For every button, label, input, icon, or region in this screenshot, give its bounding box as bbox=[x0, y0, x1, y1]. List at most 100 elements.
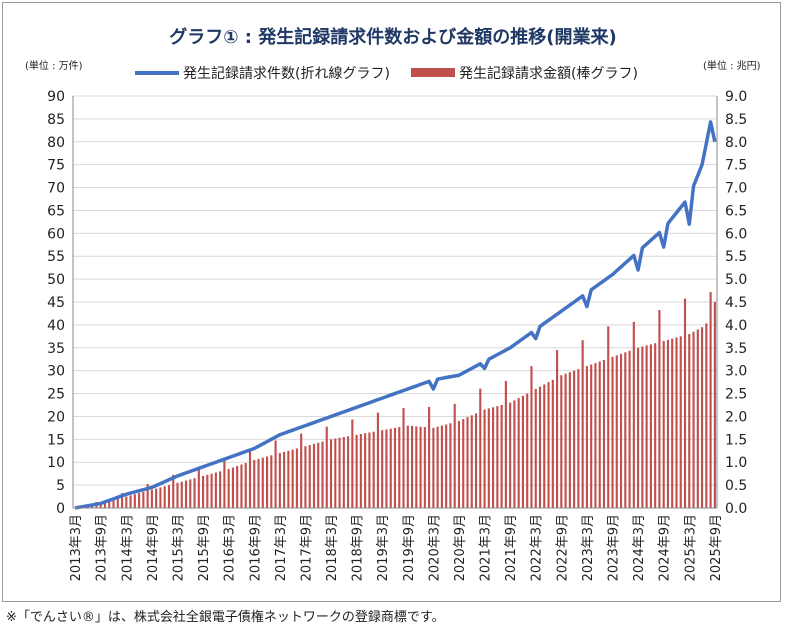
left-tick-label: 40 bbox=[47, 318, 65, 334]
right-tick-label: 5.5 bbox=[725, 249, 747, 265]
right-tick-labels: 0.0 0.5 1.0 1.5 2.0 2.5 3.0 3.5 4.0 4.5 5.0 5.5 6.0 6… bbox=[725, 89, 747, 517]
bar bbox=[688, 334, 691, 508]
bar bbox=[658, 310, 661, 508]
bar bbox=[283, 451, 286, 508]
bar bbox=[611, 356, 614, 508]
bar bbox=[193, 478, 196, 508]
bar bbox=[615, 355, 618, 508]
bar bbox=[329, 439, 333, 508]
left-tick-label: 5 bbox=[56, 478, 65, 494]
chart-frame: グラフ① : 発生記録請求件数および金額の推移(開業来) (単位 : 万件) (… bbox=[2, 2, 781, 602]
bar bbox=[291, 449, 294, 508]
x-tick-label: 2015年3月 bbox=[171, 514, 186, 581]
bar bbox=[231, 467, 234, 508]
x-tick-label: 2016年3月 bbox=[223, 514, 238, 581]
bar bbox=[248, 450, 252, 508]
bar bbox=[581, 340, 584, 508]
bar bbox=[398, 427, 401, 508]
bar bbox=[594, 363, 597, 508]
chart-canvas: グラフ① : 発生記録請求件数および金額の推移(開業来) (単位 : 万件) (… bbox=[25, 26, 761, 581]
bar bbox=[210, 473, 213, 508]
bar bbox=[244, 462, 247, 508]
legend-bar-swatch bbox=[411, 68, 455, 77]
bar bbox=[253, 459, 256, 508]
right-tick-label: 6.5 bbox=[725, 203, 747, 219]
x-tick-label: 2013年3月 bbox=[69, 514, 84, 581]
x-tick-label: 2022年3月 bbox=[530, 514, 545, 581]
bar bbox=[180, 481, 183, 508]
bar bbox=[338, 437, 341, 508]
bar bbox=[206, 474, 209, 508]
bar bbox=[568, 372, 571, 508]
x-tick-label: 2023年9月 bbox=[607, 514, 622, 581]
x-tick-label: 2025年9月 bbox=[709, 514, 724, 581]
bar bbox=[385, 429, 388, 508]
bar bbox=[641, 346, 644, 508]
right-tick-label: 1.5 bbox=[725, 432, 747, 448]
bar bbox=[602, 359, 606, 508]
x-tick-label: 2020年9月 bbox=[453, 514, 468, 581]
bar bbox=[509, 402, 512, 508]
left-tick-label: 0 bbox=[56, 501, 65, 517]
bar bbox=[479, 388, 482, 508]
line-series bbox=[74, 120, 717, 510]
bar bbox=[163, 486, 166, 508]
bar bbox=[159, 487, 162, 508]
bar bbox=[679, 336, 682, 508]
bar bbox=[470, 415, 473, 508]
bar bbox=[257, 458, 260, 508]
x-tick-label: 2021年3月 bbox=[479, 514, 494, 581]
right-tick-label: 9.0 bbox=[725, 89, 747, 105]
left-tick-label: 90 bbox=[47, 89, 65, 105]
right-axis-unit: (単位 : 兆円) bbox=[703, 59, 761, 72]
bar bbox=[701, 327, 704, 508]
bar bbox=[317, 442, 320, 508]
right-tick-label: 3.0 bbox=[725, 364, 747, 380]
bar bbox=[167, 485, 171, 508]
left-tick-label: 15 bbox=[47, 432, 65, 448]
left-tick-labels: 0 5 10 15 20 25 30 35 40 45 50 55 60 65 70 75 80 85 90 bbox=[47, 89, 65, 517]
bar bbox=[393, 427, 397, 508]
bar bbox=[453, 403, 456, 508]
bar bbox=[189, 479, 192, 508]
bar bbox=[278, 453, 281, 508]
legend-line-label: 発生記録請求件数(折れ線グラフ) bbox=[183, 65, 390, 82]
x-tick-label: 2021年9月 bbox=[504, 514, 519, 581]
bar bbox=[312, 443, 316, 508]
bar bbox=[155, 488, 158, 508]
bar bbox=[342, 437, 345, 508]
bar bbox=[671, 338, 674, 508]
bar bbox=[176, 482, 179, 508]
bar bbox=[347, 436, 350, 508]
x-tick-label: 2014年9月 bbox=[146, 514, 161, 581]
bar bbox=[389, 428, 392, 508]
x-tick-label: 2025年3月 bbox=[683, 514, 698, 581]
bar bbox=[705, 323, 708, 508]
bar bbox=[466, 417, 469, 508]
left-tick-label: 30 bbox=[47, 364, 65, 380]
bar bbox=[654, 343, 657, 508]
bar bbox=[526, 393, 529, 508]
bar bbox=[138, 493, 141, 508]
bar bbox=[521, 395, 525, 508]
right-tick-label: 0.0 bbox=[725, 501, 747, 517]
bar bbox=[236, 466, 239, 508]
bar bbox=[666, 339, 670, 508]
x-tick-label: 2020年3月 bbox=[427, 514, 442, 581]
bar bbox=[445, 424, 448, 508]
bar bbox=[240, 464, 243, 508]
left-tick-label: 70 bbox=[47, 181, 65, 197]
legend-bar-label: 発生記録請求金額(棒グラフ) bbox=[459, 65, 638, 82]
bar bbox=[300, 433, 303, 508]
chart-title: グラフ① : 発生記録請求件数および金額の推移(開業来) bbox=[169, 26, 616, 48]
right-tick-label: 2.5 bbox=[725, 387, 747, 403]
bar bbox=[530, 366, 533, 508]
bar bbox=[598, 361, 601, 508]
bar bbox=[619, 353, 623, 508]
bar bbox=[270, 455, 273, 508]
bar bbox=[376, 412, 379, 508]
right-tick-label: 5.0 bbox=[725, 272, 747, 288]
bar bbox=[133, 494, 136, 508]
right-tick-label: 2.0 bbox=[725, 409, 747, 425]
x-tick-label: 2019年9月 bbox=[402, 514, 417, 581]
